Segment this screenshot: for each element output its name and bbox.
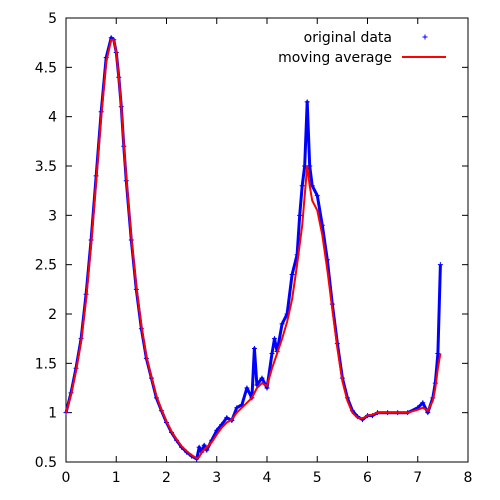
x-tick-label: 0 bbox=[62, 470, 71, 486]
x-axis: 0 1 2 3 4 5 6 7 8 bbox=[62, 18, 473, 486]
data-point bbox=[259, 375, 265, 381]
x-tick-label: 2 bbox=[162, 470, 171, 486]
y-tick-label: 1.5 bbox=[35, 356, 57, 372]
data-point bbox=[224, 415, 230, 421]
legend-marker-original bbox=[422, 34, 428, 40]
x-tick-label: 6 bbox=[363, 470, 372, 486]
legend-plus-marker bbox=[422, 34, 428, 40]
y-tick-label: 3.5 bbox=[35, 159, 57, 175]
y-tick-label: 5 bbox=[48, 11, 57, 27]
data-point bbox=[297, 212, 303, 218]
data-point bbox=[196, 444, 202, 450]
x-tick-label: 1 bbox=[112, 470, 121, 486]
x-tick-label: 7 bbox=[413, 470, 422, 486]
plot-frame bbox=[65, 17, 469, 463]
data-point bbox=[214, 427, 220, 433]
data-point bbox=[304, 99, 310, 105]
data-point bbox=[244, 385, 250, 391]
y-tick-label: 0.5 bbox=[35, 455, 57, 471]
data-point bbox=[420, 400, 426, 406]
moving-average-line bbox=[65, 38, 442, 460]
data-point bbox=[251, 346, 257, 352]
data-point bbox=[279, 321, 285, 327]
legend-label-original: original data bbox=[304, 30, 392, 46]
data-point bbox=[201, 442, 207, 448]
legend-label-average: moving average bbox=[278, 50, 392, 66]
data-point bbox=[272, 336, 278, 342]
x-tick-label: 4 bbox=[263, 470, 272, 486]
y-tick-label: 2.5 bbox=[35, 258, 57, 274]
y-tick-label: 1 bbox=[48, 406, 57, 422]
x-tick-label: 3 bbox=[212, 470, 221, 486]
y-tick-label: 3 bbox=[48, 208, 57, 224]
y-axis: 0.5 1 1.5 2 2.5 3 3.5 4 4.5 5 bbox=[35, 11, 468, 471]
y-tick-label: 4 bbox=[48, 110, 57, 126]
series-moving-average bbox=[65, 38, 442, 460]
x-tick-label: 8 bbox=[464, 470, 473, 486]
data-point bbox=[234, 405, 240, 411]
data-point bbox=[314, 193, 320, 199]
data-point bbox=[437, 262, 443, 268]
data-point bbox=[289, 272, 295, 278]
y-tick-label: 4.5 bbox=[35, 60, 57, 76]
data-point bbox=[269, 350, 275, 356]
legend: original data moving average bbox=[278, 30, 446, 66]
x-tick-label: 5 bbox=[313, 470, 322, 486]
y-tick-label: 2 bbox=[48, 307, 57, 323]
data-point bbox=[299, 183, 305, 189]
